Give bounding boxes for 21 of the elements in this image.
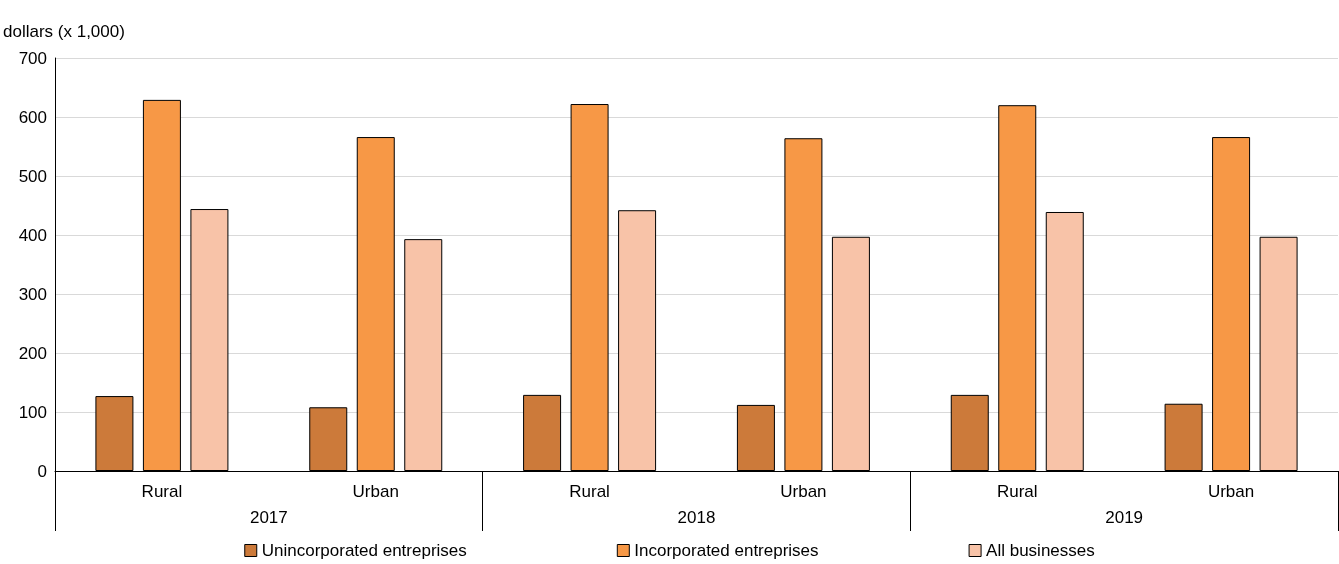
legend-label: All businesses (986, 541, 1095, 560)
text: 2019 (1105, 508, 1144, 527)
y-tick-label: 300 (18, 284, 47, 304)
y-tick-label: 700 (18, 48, 47, 68)
y-tick-label: 400 (18, 225, 47, 245)
x-tick-label: Urban (780, 482, 827, 501)
legend-label: Unincorporated entreprises (261, 541, 467, 560)
x-tick-label: Rural (996, 482, 1038, 501)
x-tick-label: Urban (352, 482, 399, 501)
y-tick-label: 0 (37, 461, 47, 481)
y-axis-title: dollars (x 1,000) (3, 22, 125, 41)
text: 2017 (249, 508, 288, 527)
y-tick-label: 200 (18, 343, 47, 363)
x-tick-label: Rural (569, 482, 610, 501)
y-tick-label: 600 (18, 107, 47, 127)
y-tick-label: 500 (18, 166, 47, 186)
text: 2018 (677, 508, 716, 527)
x-tick-label: Rural (141, 482, 183, 501)
legend-label: Incorporated entreprises (634, 541, 819, 560)
x-tick-label: Urban (1207, 482, 1255, 501)
y-tick-label: 100 (18, 402, 47, 422)
